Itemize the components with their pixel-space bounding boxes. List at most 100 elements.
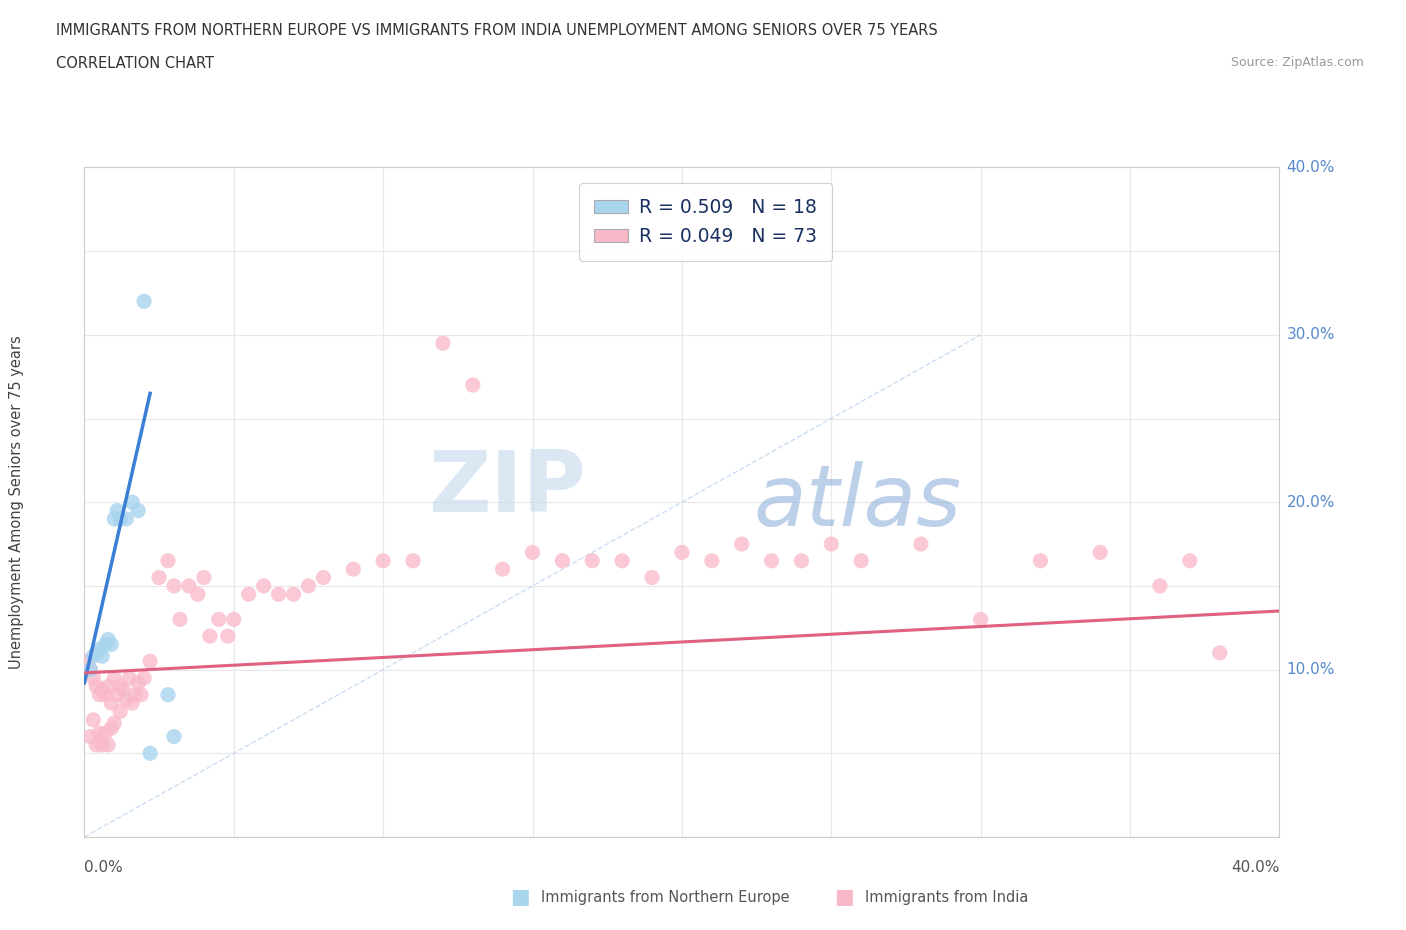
Point [86, 737, 108, 752]
Point [105, 503, 128, 518]
Point [94, 687, 117, 702]
Text: ■: ■ [834, 887, 853, 908]
Point [432, 336, 454, 351]
Legend: R = 0.509   N = 18, R = 0.049   N = 73: R = 0.509 N = 18, R = 0.049 N = 73 [579, 183, 832, 260]
Point [1088, 545, 1111, 560]
Text: ZIP: ZIP [429, 447, 586, 530]
Point [82, 712, 104, 727]
Point [312, 570, 335, 585]
Point [267, 587, 290, 602]
Point [79, 729, 101, 744]
Point [115, 692, 138, 707]
Point [157, 687, 180, 702]
Text: atlas: atlas [754, 460, 962, 544]
Point [1208, 645, 1232, 660]
Point [132, 294, 156, 309]
Point [89, 725, 111, 740]
Text: 40.0%: 40.0% [1232, 860, 1279, 875]
Point [100, 721, 122, 736]
Point [89, 642, 111, 657]
Point [94, 637, 117, 652]
Text: Source: ZipAtlas.com: Source: ZipAtlas.com [1230, 56, 1364, 69]
Point [103, 671, 125, 685]
Text: 0.0%: 0.0% [84, 860, 124, 875]
Point [551, 553, 574, 568]
Point [492, 562, 515, 577]
Text: 40.0%: 40.0% [1286, 160, 1334, 175]
Point [238, 587, 260, 602]
Point [103, 512, 125, 526]
Point [112, 683, 135, 698]
Point [91, 683, 114, 698]
Point [97, 679, 120, 694]
Point [127, 675, 149, 690]
Point [115, 512, 138, 526]
Point [76, 654, 98, 669]
Point [790, 553, 813, 568]
Point [132, 671, 156, 685]
Point [105, 687, 128, 702]
Text: 20.0%: 20.0% [1286, 495, 1334, 510]
Point [110, 704, 132, 719]
Point [97, 632, 120, 647]
Point [217, 629, 239, 644]
Point [100, 637, 122, 652]
Point [193, 570, 215, 585]
Point [761, 553, 783, 568]
Point [253, 578, 276, 593]
Point [121, 696, 143, 711]
Point [641, 570, 664, 585]
Text: 10.0%: 10.0% [1286, 662, 1334, 677]
Point [610, 553, 633, 568]
Point [127, 503, 149, 518]
Point [461, 378, 484, 392]
Point [91, 649, 114, 664]
Point [177, 578, 200, 593]
Point [110, 679, 132, 694]
Point [163, 578, 186, 593]
Point [86, 645, 108, 660]
Point [163, 729, 186, 744]
Point [849, 553, 872, 568]
Point [139, 654, 162, 669]
Point [94, 725, 117, 740]
Point [89, 687, 111, 702]
Point [402, 553, 425, 568]
Text: Unemployment Among Seniors over 75 years: Unemployment Among Seniors over 75 years [10, 336, 24, 669]
Point [910, 537, 932, 551]
Point [731, 537, 754, 551]
Point [86, 679, 108, 694]
Point [187, 587, 209, 602]
Point [118, 671, 141, 685]
Text: CORRELATION CHART: CORRELATION CHART [56, 56, 214, 71]
Text: Immigrants from India: Immigrants from India [865, 890, 1028, 905]
Text: IMMIGRANTS FROM NORTHERN EUROPE VS IMMIGRANTS FROM INDIA UNEMPLOYMENT AMONG SENI: IMMIGRANTS FROM NORTHERN EUROPE VS IMMIG… [56, 23, 938, 38]
Point [79, 662, 101, 677]
Point [124, 687, 146, 702]
Text: ■: ■ [510, 887, 530, 908]
Point [91, 737, 114, 752]
Point [82, 649, 104, 664]
Point [297, 578, 319, 593]
Text: 30.0%: 30.0% [1286, 327, 1334, 342]
Point [671, 545, 693, 560]
Point [1029, 553, 1052, 568]
Point [82, 671, 104, 685]
Point [103, 716, 125, 731]
Point [157, 553, 180, 568]
Point [100, 696, 122, 711]
Point [110, 512, 132, 526]
Point [198, 629, 221, 644]
Point [79, 662, 101, 677]
Point [148, 570, 170, 585]
Point [169, 612, 191, 627]
Point [222, 612, 245, 627]
Point [129, 687, 152, 702]
Point [522, 545, 544, 560]
Point [121, 495, 143, 510]
Text: Immigrants from Northern Europe: Immigrants from Northern Europe [541, 890, 790, 905]
Point [581, 553, 603, 568]
Point [283, 587, 305, 602]
Point [1178, 553, 1201, 568]
Point [97, 737, 120, 752]
